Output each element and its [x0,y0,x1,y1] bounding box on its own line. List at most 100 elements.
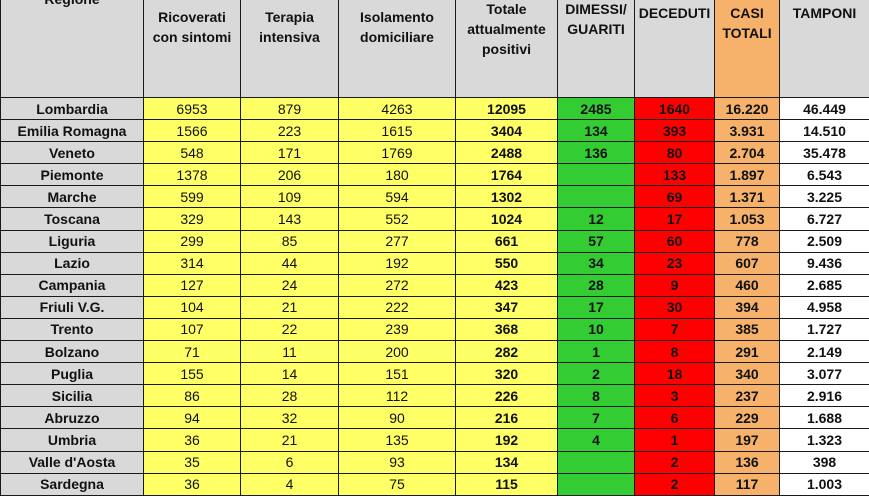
cell-casi: 1.053 [715,208,780,230]
cell-casi: 1.371 [715,186,780,208]
cell-terapia: 44 [241,252,339,274]
cell-dimessi: 12 [558,208,635,230]
cell-deceduti: 133 [635,164,715,186]
cell-ricoverati: 127 [144,274,241,296]
cell-isolamento: 222 [339,296,456,318]
cell-deceduti: 7 [635,318,715,340]
cell-dimessi: 17 [558,296,635,318]
cell-tamponi: 6.543 [780,164,869,186]
cell-isolamento: 1615 [339,120,456,142]
cell-tamponi: 4.958 [780,296,869,318]
cell-ricoverati: 94 [144,407,241,429]
cell-terapia: 22 [241,318,339,340]
cell-regione: Bolzano [1,341,144,363]
cell-tamponi: 3.077 [780,363,869,385]
cell-ricoverati: 6953 [144,98,241,120]
cell-totale: 2488 [456,142,558,164]
cell-totale: 423 [456,274,558,296]
cell-totale: 1024 [456,208,558,230]
cell-deceduti: 2 [635,473,715,495]
cell-totale: 282 [456,341,558,363]
cell-totale: 216 [456,407,558,429]
cell-casi: 3.931 [715,120,780,142]
cell-terapia: 206 [241,164,339,186]
header-totale: Totale attualmente positivi [456,0,558,98]
cell-isolamento: 135 [339,429,456,451]
cell-dimessi: 1 [558,341,635,363]
cell-casi: 2.704 [715,142,780,164]
cell-ricoverati: 104 [144,296,241,318]
cell-ricoverati: 299 [144,230,241,252]
cell-tamponi: 1.323 [780,429,869,451]
cell-dimessi: 2485 [558,98,635,120]
cell-regione: Veneto [1,142,144,164]
header-row: Regione Ricoverati con sintomi Terapia i… [1,0,869,98]
cell-isolamento: 75 [339,473,456,495]
cell-tamponi: 2.509 [780,230,869,252]
cell-tamponi: 2.685 [780,274,869,296]
cell-tamponi: 1.688 [780,407,869,429]
header-isolamento: Isolamento domiciliare [339,0,456,98]
cell-deceduti: 23 [635,252,715,274]
cell-tamponi: 2.916 [780,385,869,407]
cell-totale: 3404 [456,120,558,142]
header-casi: CASI TOTALI [715,0,780,98]
cell-dimessi: 4 [558,429,635,451]
cell-isolamento: 277 [339,230,456,252]
cell-casi: 229 [715,407,780,429]
cell-dimessi [558,473,635,495]
cell-dimessi: 28 [558,274,635,296]
cell-totale: 368 [456,318,558,340]
cell-deceduti: 8 [635,341,715,363]
cell-totale: 347 [456,296,558,318]
cell-terapia: 85 [241,230,339,252]
cell-dimessi [558,186,635,208]
cell-regione: Sardegna [1,473,144,495]
header-dimessi: DIMESSI/ GUARITI [558,0,635,98]
cell-totale: 1764 [456,164,558,186]
cell-regione: Toscana [1,208,144,230]
cell-tamponi: 6.727 [780,208,869,230]
cell-casi: 136 [715,451,780,473]
cell-dimessi: 7 [558,407,635,429]
cell-deceduti: 393 [635,120,715,142]
cell-isolamento: 180 [339,164,456,186]
cell-terapia: 14 [241,363,339,385]
cell-regione: Umbria [1,429,144,451]
cell-terapia: 32 [241,407,339,429]
cell-regione: Piemonte [1,164,144,186]
cell-isolamento: 272 [339,274,456,296]
cell-dimessi: 57 [558,230,635,252]
cell-casi: 778 [715,230,780,252]
header-regione: Regione [1,0,144,98]
cell-tamponi: 35.478 [780,142,869,164]
cell-totale: 192 [456,429,558,451]
cell-deceduti: 18 [635,363,715,385]
cell-deceduti: 6 [635,407,715,429]
cell-terapia: 171 [241,142,339,164]
cell-regione: Trento [1,318,144,340]
cell-dimessi: 8 [558,385,635,407]
cell-dimessi: 10 [558,318,635,340]
cell-regione: Liguria [1,230,144,252]
cell-ricoverati: 71 [144,341,241,363]
cell-deceduti: 69 [635,186,715,208]
cell-casi: 16.220 [715,98,780,120]
cell-totale: 134 [456,451,558,473]
cell-regione: Emilia Romagna [1,120,144,142]
cell-terapia: 143 [241,208,339,230]
cell-casi: 340 [715,363,780,385]
cell-casi: 1.897 [715,164,780,186]
cell-dimessi: 134 [558,120,635,142]
cell-regione: Campania [1,274,144,296]
cell-deceduti: 30 [635,296,715,318]
cell-deceduti: 1640 [635,98,715,120]
cell-regione: Friuli V.G. [1,296,144,318]
